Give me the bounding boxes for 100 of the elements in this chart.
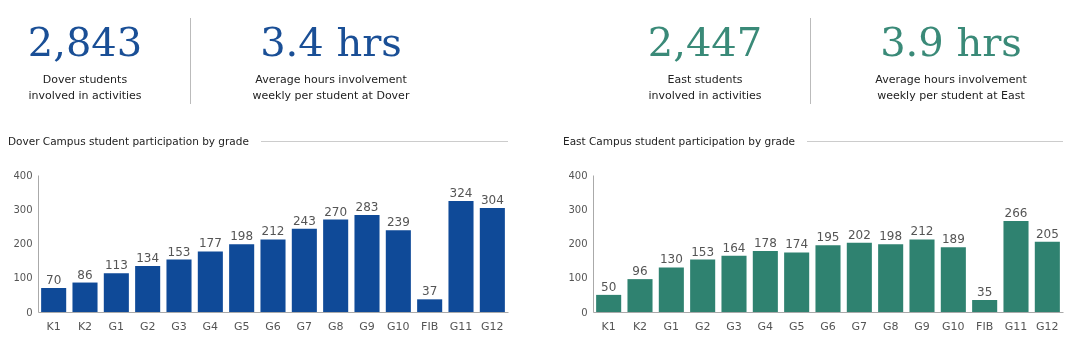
data-label: 205 bbox=[1035, 226, 1059, 241]
y-tick-label: 300 bbox=[13, 203, 33, 215]
text: 2,843 bbox=[26, 18, 144, 66]
x-tick-label: G2 bbox=[694, 319, 711, 333]
x-tick-label: K1 bbox=[601, 319, 616, 333]
bar bbox=[940, 247, 966, 312]
data-label: 96 bbox=[632, 264, 648, 279]
x-tick-label: K2 bbox=[77, 319, 93, 333]
x-tick-label: G10 bbox=[387, 319, 410, 333]
bar bbox=[103, 273, 129, 312]
bar bbox=[417, 299, 443, 312]
bar bbox=[627, 279, 653, 312]
x-tick-label: FIB bbox=[976, 319, 994, 333]
chart-title: East Campus student participation by grade bbox=[563, 135, 796, 147]
data-label: 70 bbox=[46, 273, 62, 288]
x-tick-label: G9 bbox=[914, 319, 930, 333]
data-label: 243 bbox=[292, 213, 316, 228]
bar bbox=[752, 251, 778, 312]
text: Average hours involvement weekly per student at Dover bbox=[251, 72, 411, 104]
bar bbox=[448, 201, 474, 312]
x-tick-label: K2 bbox=[632, 319, 648, 333]
bar bbox=[658, 267, 684, 312]
data-label: 270 bbox=[324, 204, 348, 219]
y-tick-label: 0 bbox=[581, 306, 588, 318]
data-label: 195 bbox=[816, 230, 840, 245]
data-label: 130 bbox=[659, 252, 683, 267]
data-label: 164 bbox=[722, 240, 746, 255]
data-label: 324 bbox=[449, 186, 473, 201]
y-tick-label: 300 bbox=[568, 203, 588, 215]
y-tick-label: 400 bbox=[13, 169, 33, 181]
bar bbox=[690, 259, 716, 312]
data-label: 212 bbox=[261, 224, 285, 239]
bar bbox=[1034, 241, 1060, 312]
bar bbox=[909, 239, 935, 312]
data-label: 153 bbox=[167, 244, 191, 259]
x-tick-label: G4 bbox=[757, 319, 774, 333]
data-label: 37 bbox=[422, 284, 438, 299]
x-tick-label: G8 bbox=[882, 319, 899, 333]
data-label: 113 bbox=[104, 258, 128, 273]
x-tick-label: G12 bbox=[481, 319, 504, 333]
x-tick-label: FIB bbox=[421, 319, 439, 333]
x-tick-label: G7 bbox=[851, 319, 868, 333]
bar bbox=[354, 215, 380, 312]
data-label: 134 bbox=[136, 251, 160, 266]
bar bbox=[878, 244, 904, 312]
y-tick-label: 100 bbox=[568, 272, 588, 284]
x-tick-label: G3 bbox=[726, 319, 742, 333]
x-tick-label: G3 bbox=[171, 319, 187, 333]
bar bbox=[784, 252, 810, 312]
x-tick-label: K1 bbox=[46, 319, 61, 333]
bar bbox=[197, 251, 223, 312]
bar bbox=[596, 294, 622, 312]
x-tick-label: G1 bbox=[108, 319, 125, 333]
data-label: 153 bbox=[691, 244, 715, 259]
bar bbox=[1003, 220, 1029, 312]
bar bbox=[721, 255, 747, 312]
data-label: 177 bbox=[198, 236, 222, 251]
data-label: 266 bbox=[1004, 205, 1028, 220]
bar bbox=[260, 239, 286, 312]
y-tick-label: 100 bbox=[13, 272, 33, 284]
x-tick-label: G5 bbox=[233, 319, 250, 333]
y-tick-label: 200 bbox=[568, 238, 588, 249]
text: East students involved in activities bbox=[647, 72, 763, 104]
data-label: 202 bbox=[847, 227, 871, 242]
y-tick-label: 0 bbox=[26, 306, 33, 318]
bar bbox=[41, 288, 67, 312]
bar bbox=[323, 219, 349, 312]
x-tick-label: G2 bbox=[139, 319, 156, 333]
x-tick-label: G7 bbox=[296, 319, 313, 333]
data-label: 212 bbox=[910, 224, 934, 239]
text: Average hours involvement weekly per student at East bbox=[874, 72, 1028, 104]
bar bbox=[972, 300, 998, 312]
bar bbox=[166, 259, 192, 312]
data-label: 178 bbox=[753, 236, 777, 251]
data-label: 174 bbox=[785, 237, 809, 252]
x-tick-label: G5 bbox=[788, 319, 805, 333]
text: 3.4 hrs bbox=[259, 18, 403, 66]
bar bbox=[229, 244, 255, 312]
text: 3.9 hrs bbox=[879, 18, 1023, 66]
x-tick-label: G1 bbox=[663, 319, 680, 333]
data-label: 283 bbox=[355, 200, 379, 215]
chart-title: Dover Campus student participation by grade bbox=[8, 135, 249, 147]
x-tick-label: G12 bbox=[1036, 319, 1059, 333]
data-label: 35 bbox=[977, 285, 993, 300]
bar bbox=[385, 230, 411, 312]
data-label: 189 bbox=[941, 232, 965, 247]
x-tick-label: G8 bbox=[327, 319, 344, 333]
text: 2,447 bbox=[646, 18, 764, 66]
data-label: 198 bbox=[879, 229, 903, 244]
data-label: 50 bbox=[601, 279, 617, 294]
x-tick-label: G10 bbox=[942, 319, 965, 333]
bar bbox=[479, 207, 505, 312]
text: Dover students involved in activities bbox=[27, 72, 143, 104]
x-tick-label: G9 bbox=[359, 319, 375, 333]
y-tick-label: 200 bbox=[13, 238, 33, 249]
bar bbox=[291, 228, 317, 312]
x-tick-label: G11 bbox=[1004, 319, 1028, 333]
x-tick-label: G11 bbox=[449, 319, 473, 333]
data-label: 86 bbox=[77, 267, 93, 282]
data-label: 198 bbox=[230, 229, 254, 244]
